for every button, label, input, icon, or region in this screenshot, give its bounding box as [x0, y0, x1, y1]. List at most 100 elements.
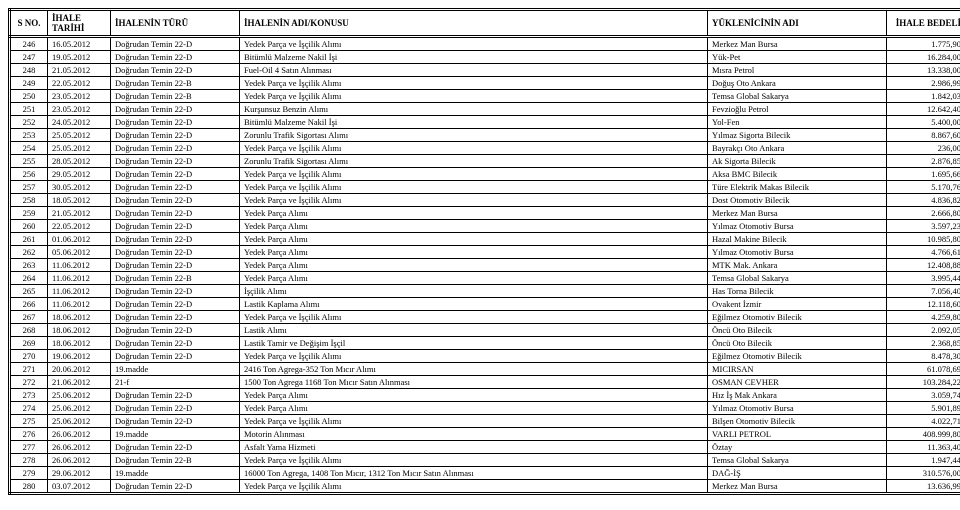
cell-sno: 257 — [10, 181, 48, 194]
cell-bedel: 4.259,80 — [887, 311, 960, 324]
cell-tarih: 16.05.2012 — [48, 37, 111, 51]
cell-tarih: 26.06.2012 — [48, 441, 111, 454]
cell-turu: Doğrudan Temin 22-B — [111, 90, 240, 103]
table-row: 24922.05.2012Doğrudan Temin 22-BYedek Pa… — [10, 77, 960, 90]
cell-yuklenici: Ovakent İzmir — [708, 298, 887, 311]
cell-tarih: 22.05.2012 — [48, 220, 111, 233]
table-row: 27019.06.2012Doğrudan Temin 22-DYedek Pa… — [10, 350, 960, 363]
cell-bedel: 4.022,71 — [887, 415, 960, 428]
cell-sno: 255 — [10, 155, 48, 168]
cell-konu: Zorunlu Trafik Sigortası Alımı — [240, 129, 708, 142]
table-row: 26611.06.2012Doğrudan Temin 22-DLastik K… — [10, 298, 960, 311]
cell-tarih: 25.06.2012 — [48, 402, 111, 415]
table-row: 27120.06.201219.madde2416 Ton Agrega-352… — [10, 363, 960, 376]
cell-tarih: 11.06.2012 — [48, 298, 111, 311]
cell-sno: 248 — [10, 64, 48, 77]
cell-turu: Doğrudan Temin 22-D — [111, 350, 240, 363]
cell-yuklenici: Merkez Man Bursa — [708, 480, 887, 494]
cell-sno: 275 — [10, 415, 48, 428]
cell-sno: 261 — [10, 233, 48, 246]
cell-tarih: 21.05.2012 — [48, 207, 111, 220]
cell-tarih: 11.06.2012 — [48, 285, 111, 298]
cell-konu: Yedek Parça ve İşçilik Alımı — [240, 37, 708, 51]
cell-yuklenici: MTK Mak. Ankara — [708, 259, 887, 272]
cell-bedel: 310.576,00 — [887, 467, 960, 480]
cell-sno: 263 — [10, 259, 48, 272]
cell-yuklenici: Bayrakçı Oto Ankara — [708, 142, 887, 155]
cell-konu: Lastik Alımı — [240, 324, 708, 337]
cell-tarih: 11.06.2012 — [48, 259, 111, 272]
cell-tarih: 05.06.2012 — [48, 246, 111, 259]
cell-yuklenici: Hız İş Mak Ankara — [708, 389, 887, 402]
cell-yuklenici: MICIRSAN — [708, 363, 887, 376]
cell-turu: Doğrudan Temin 22-D — [111, 37, 240, 51]
cell-bedel: 103.284,22 — [887, 376, 960, 389]
cell-tarih: 26.06.2012 — [48, 454, 111, 467]
cell-turu: Doğrudan Temin 22-D — [111, 207, 240, 220]
cell-bedel: 12.642,40 — [887, 103, 960, 116]
cell-turu: Doğrudan Temin 22-D — [111, 389, 240, 402]
cell-turu: Doğrudan Temin 22-D — [111, 103, 240, 116]
cell-sno: 272 — [10, 376, 48, 389]
cell-konu: Yedek Parça ve İşçilik Alımı — [240, 142, 708, 155]
cell-turu: Doğrudan Temin 22-D — [111, 220, 240, 233]
cell-sno: 250 — [10, 90, 48, 103]
table-row: 25224.05.2012Doğrudan Temin 22-DBitümlü … — [10, 116, 960, 129]
cell-bedel: 12.118,60 — [887, 298, 960, 311]
cell-turu: Doğrudan Temin 22-B — [111, 272, 240, 285]
cell-yuklenici: Öncü Oto Bilecik — [708, 337, 887, 350]
table-row: 28003.07.2012Doğrudan Temin 22-DYedek Pa… — [10, 480, 960, 494]
col-yuklenici-header: YÜKLENİCİNİN ADI — [708, 10, 887, 37]
cell-konu: Yedek Parça Alımı — [240, 233, 708, 246]
cell-tarih: 18.06.2012 — [48, 337, 111, 350]
cell-sno: 256 — [10, 168, 48, 181]
cell-tarih: 21.05.2012 — [48, 64, 111, 77]
cell-konu: Yedek Parça ve İşçilik Alımı — [240, 415, 708, 428]
cell-konu: Yedek Parça Alımı — [240, 259, 708, 272]
table-row: 26818.06.2012Doğrudan Temin 22-DLastik A… — [10, 324, 960, 337]
table-row: 25730.05.2012Doğrudan Temin 22-DYedek Pa… — [10, 181, 960, 194]
cell-turu: Doğrudan Temin 22-D — [111, 480, 240, 494]
cell-yuklenici: OSMAN CEVHER — [708, 376, 887, 389]
cell-turu: Doğrudan Temin 22-D — [111, 168, 240, 181]
table-row: 27929.06.201219.madde16000 Ton Agrega, 1… — [10, 467, 960, 480]
cell-konu: 16000 Ton Agrega, 1408 Ton Mıcır, 1312 T… — [240, 467, 708, 480]
cell-yuklenici: Türe Elektrik Makas Bilecik — [708, 181, 887, 194]
cell-tarih: 18.05.2012 — [48, 194, 111, 207]
cell-yuklenici: Öncü Oto Bilecik — [708, 324, 887, 337]
cell-konu: Yedek Parça Alımı — [240, 272, 708, 285]
col-konu-header: İHALENİN ADI/KONUSU — [240, 10, 708, 37]
table-row: 27221.06.201221-f1500 Ton Agrega 1168 To… — [10, 376, 960, 389]
cell-sno: 254 — [10, 142, 48, 155]
cell-bedel: 11.363,40 — [887, 441, 960, 454]
col-sno-header: S NO. — [10, 10, 48, 37]
cell-turu: Doğrudan Temin 22-B — [111, 454, 240, 467]
cell-yuklenici: Eğilmez Otomotiv Bilecik — [708, 350, 887, 363]
cell-turu: Doğrudan Temin 22-D — [111, 285, 240, 298]
cell-konu: Yedek Parça Alımı — [240, 207, 708, 220]
cell-sno: 264 — [10, 272, 48, 285]
cell-bedel: 7.056,40 — [887, 285, 960, 298]
cell-bedel: 12.408,88 — [887, 259, 960, 272]
cell-tarih: 19.05.2012 — [48, 51, 111, 64]
cell-yuklenici: Öztay — [708, 441, 887, 454]
cell-bedel: 13.338,00 — [887, 64, 960, 77]
cell-turu: Doğrudan Temin 22-D — [111, 324, 240, 337]
table-row: 25528.05.2012Doğrudan Temin 22-DZorunlu … — [10, 155, 960, 168]
cell-konu: Yedek Parça ve İşçilik Alımı — [240, 168, 708, 181]
cell-bedel: 408.999,80 — [887, 428, 960, 441]
cell-turu: 19.madde — [111, 428, 240, 441]
cell-bedel: 3.597,23 — [887, 220, 960, 233]
cell-sno: 267 — [10, 311, 48, 324]
cell-bedel: 10.985,80 — [887, 233, 960, 246]
table-row: 26918.06.2012Doğrudan Temin 22-DLastik T… — [10, 337, 960, 350]
table-row: 26205.06.2012Doğrudan Temin 22-DYedek Pa… — [10, 246, 960, 259]
table-row: 27525.06.2012Doğrudan Temin 22-DYedek Pa… — [10, 415, 960, 428]
table-row: 25123.05.2012Doğrudan Temin 22-DKurşunsu… — [10, 103, 960, 116]
cell-bedel: 1.947,44 — [887, 454, 960, 467]
cell-yuklenici: Merkez Man Bursa — [708, 37, 887, 51]
cell-turu: Doğrudan Temin 22-D — [111, 337, 240, 350]
cell-yuklenici: Temsa Global Sakarya — [708, 454, 887, 467]
cell-tarih: 25.05.2012 — [48, 142, 111, 155]
cell-yuklenici: Doğuş Oto Ankara — [708, 77, 887, 90]
